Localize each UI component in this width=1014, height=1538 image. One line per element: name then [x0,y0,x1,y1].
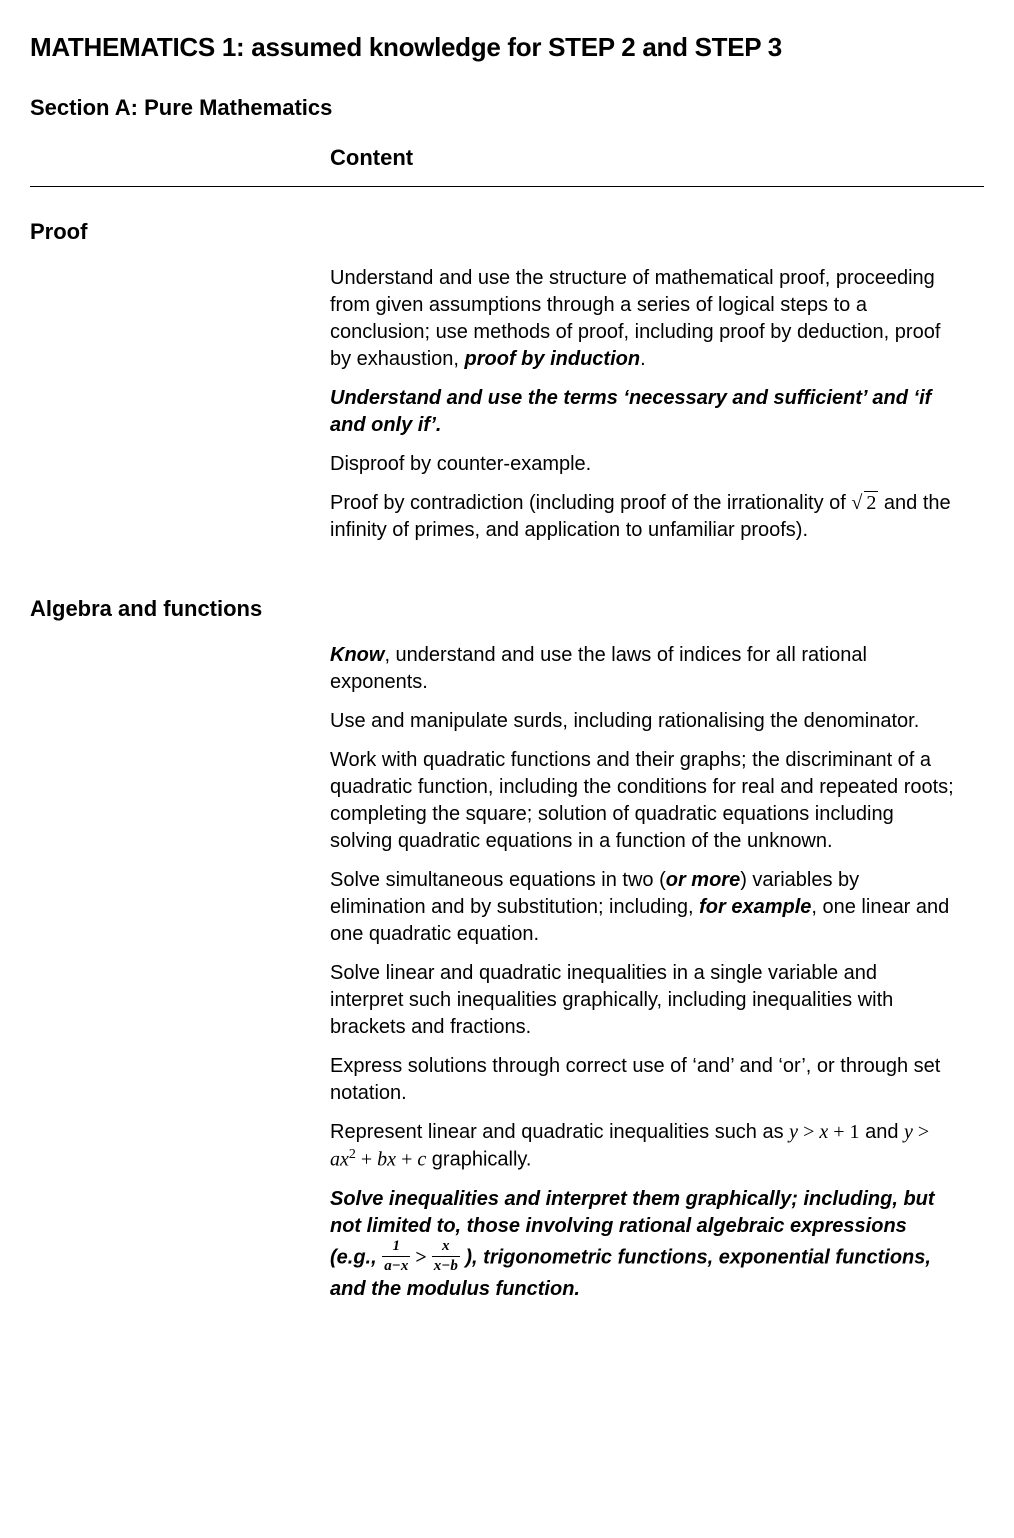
topic-name-algebra: Algebra and functions [30,594,330,1303]
proof-para-3: Disproof by counter-example. [330,451,954,478]
text: and [860,1121,904,1143]
frac-den-var: a [384,1258,392,1274]
algebra-para-6: Express solutions through correct use of… [330,1053,954,1107]
proof-para-4: Proof by contradiction (including proof … [330,490,954,544]
topic-proof: Proof Understand and use the structure o… [30,217,984,544]
topic-content-algebra: Know, understand and use the laws of ind… [330,642,984,1303]
radicand: 2 [864,491,878,514]
section-title: Section A: Pure Mathematics [30,93,984,123]
text: graphically. [426,1149,531,1171]
math-op: + 1 [828,1121,859,1143]
fraction-2: x x−b [432,1238,460,1274]
topic-algebra: Algebra and functions Know, understand a… [30,594,984,1303]
text: , understand and use the laws of indices… [330,644,867,693]
math-var: a [330,1149,340,1171]
text: Solve simultaneous equations in two ( [330,869,666,891]
algebra-para-7: Represent linear and quadratic inequalit… [330,1119,954,1174]
bold-italic-text: for example [699,896,811,918]
bold-italic-text: proof by induction [465,348,641,370]
frac-den-var: b [450,1258,458,1274]
math-var: x [340,1149,349,1171]
text: Represent linear and quadratic inequalit… [330,1121,789,1143]
proof-para-1: Understand and use the structure of math… [330,265,954,373]
bold-italic-text: Know [330,644,384,666]
sqrt-expr: 2 [862,490,878,517]
sqrt-symbol: √ [851,492,862,514]
algebra-para-3: Work with quadratic functions and their … [330,747,954,855]
math-op: > [410,1246,431,1268]
algebra-para-8: Solve inequalities and interpret them gr… [330,1186,954,1303]
bold-italic-text: or more [666,869,740,891]
math-var: x [387,1149,396,1171]
fraction-1: 1 a−x [382,1238,410,1274]
math-op: + [396,1149,417,1171]
algebra-para-4: Solve simultaneous equations in two (or … [330,867,954,948]
algebra-para-5: Solve linear and quadratic inequalities … [330,960,954,1041]
topic-name-proof: Proof [30,217,330,544]
math-var: x [819,1121,828,1143]
math-op: > [798,1121,819,1143]
frac-num: 1 [393,1238,401,1254]
math-op: > [913,1121,929,1143]
frac-num: x [442,1238,450,1254]
math-var: c [417,1149,426,1171]
main-title: MATHEMATICS 1: assumed knowledge for STE… [30,30,984,65]
math-sup: 2 [349,1147,356,1162]
math-var: y [789,1121,798,1143]
frac-den-op: − [392,1258,401,1274]
content-header-row: Content [30,143,984,188]
proof-para-2: Understand and use the terms ‘necessary … [330,385,954,439]
algebra-para-2: Use and manipulate surds, including rati… [330,708,954,735]
frac-den-var: x [401,1258,409,1274]
text: . [640,348,646,370]
topic-content-proof: Understand and use the structure of math… [330,265,984,544]
math-var: y [904,1121,913,1143]
frac-den-op: − [441,1258,450,1274]
text: Proof by contradiction (including proof … [330,492,851,514]
content-column-header: Content [330,143,984,173]
algebra-para-1: Know, understand and use the laws of ind… [330,642,954,696]
math-op: + [356,1149,377,1171]
math-var: b [377,1149,387,1171]
